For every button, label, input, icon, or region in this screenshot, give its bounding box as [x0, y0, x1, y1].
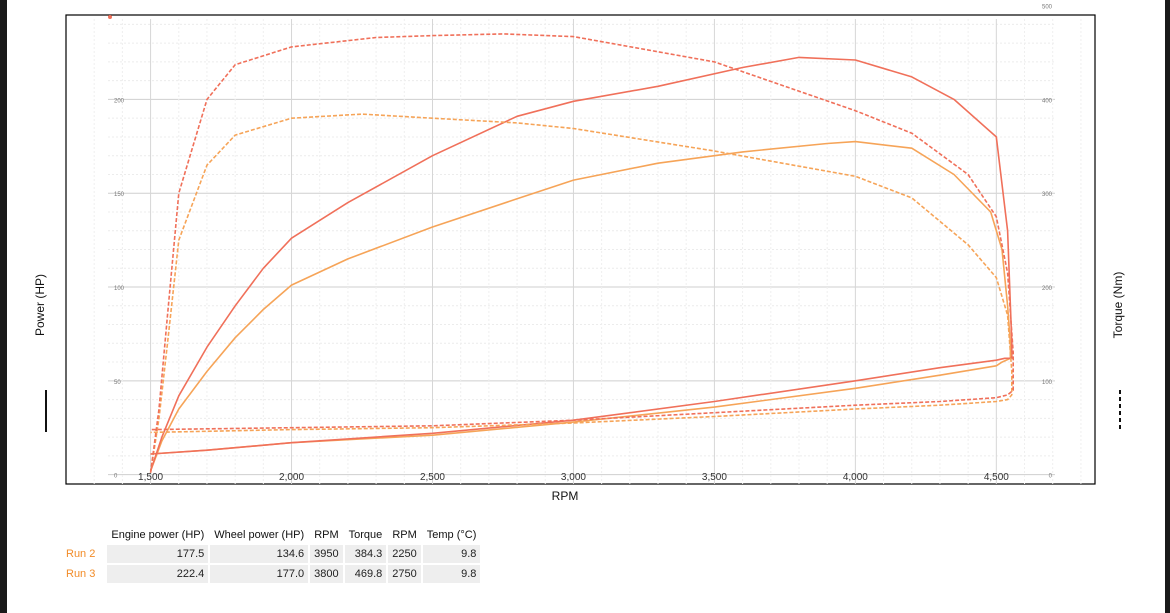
y-tick-label-right: 300	[1042, 192, 1053, 198]
series-line-torque-run-3	[149, 33, 1015, 473]
table-cell: 469.8	[344, 565, 387, 583]
y-tick-label-right: 400	[1042, 98, 1053, 104]
y-tick-label-left: 100	[114, 286, 125, 292]
y-tick-label-right: 100	[1042, 380, 1053, 386]
table-header-temp: Temp (°C)	[426, 529, 477, 541]
table-cell: 177.5	[107, 545, 209, 563]
table-header-torque: Torque	[348, 529, 383, 541]
table-cell: 134.6	[210, 545, 309, 563]
table-cell: 2250	[388, 545, 421, 563]
run-label: Run 2	[62, 545, 106, 563]
table-cell: 384.3	[344, 545, 387, 563]
table-cell: 9.8	[422, 565, 481, 583]
grid	[93, 19, 1082, 484]
y-tick-label-right: 200	[1042, 286, 1053, 292]
y-tick-label-left: 0	[114, 474, 118, 480]
series-group	[108, 15, 1015, 473]
results-table: Engine power (HP) Wheel power (HP) RPM T…	[60, 525, 482, 585]
x-axis-label: RPM	[552, 489, 579, 503]
table-cell: 9.8	[422, 545, 481, 563]
table-row: Run 2 177.5 134.6 3950 384.3 2250 9.8	[62, 545, 481, 563]
series-line-power-run-3	[149, 56, 1013, 472]
window-edge-left	[0, 0, 7, 613]
window-edge-right	[1165, 0, 1170, 613]
table-cell: 177.0	[210, 565, 309, 583]
x-tick-label: 1,500	[138, 472, 163, 483]
table-cell: 222.4	[107, 565, 209, 583]
series-line-torque-run-2	[149, 113, 1013, 473]
run-label: Run 3	[62, 565, 106, 583]
table-header-rpm: RPM	[314, 529, 339, 541]
table-cell: 3800	[310, 565, 343, 583]
y-tick-label-right: 0	[1049, 474, 1053, 480]
x-tick-label: 4,000	[843, 472, 868, 483]
y-tick-label-left: 200	[114, 98, 125, 104]
table-row: Run 3 222.4 177.0 3800 469.8 2750 9.8	[62, 565, 481, 583]
y-tick-label-left: 150	[114, 192, 125, 198]
table-header-blank	[62, 527, 106, 543]
table-header-engine-power: Engine power (HP)	[111, 529, 205, 541]
x-tick-label: 2,000	[279, 472, 304, 483]
y-tick-label-right: 500	[1042, 5, 1053, 11]
table-header-wheel-power: Wheel power (HP)	[214, 529, 305, 541]
axis-ticks: 1,500 2,000 2,500 3,000 3,500 4,000 4,500 0 50 10…	[114, 5, 1053, 483]
table-cell: 3950	[310, 545, 343, 563]
table-cell: 2750	[388, 565, 421, 583]
table-header-row: Engine power (HP) Wheel power (HP) RPM T…	[62, 527, 480, 543]
x-tick-label: 3,000	[561, 472, 586, 483]
x-tick-label: 3,500	[702, 472, 727, 483]
origin-marker	[108, 15, 112, 19]
dyno-chart: 1,500 2,000 2,500 3,000 3,500 4,000 4,500 0 50 10…	[33, 5, 1125, 503]
x-tick-label: 2,500	[420, 472, 445, 483]
y-axis-label-right: Torque (Nm)	[1111, 272, 1125, 339]
x-tick-label: 4,500	[984, 472, 1009, 483]
y-axis-label-left: Power (HP)	[33, 274, 47, 336]
y-tick-label-left: 50	[114, 380, 121, 386]
series-line-power-run-2	[149, 140, 1012, 472]
table-header-rpm: RPM	[392, 529, 417, 541]
